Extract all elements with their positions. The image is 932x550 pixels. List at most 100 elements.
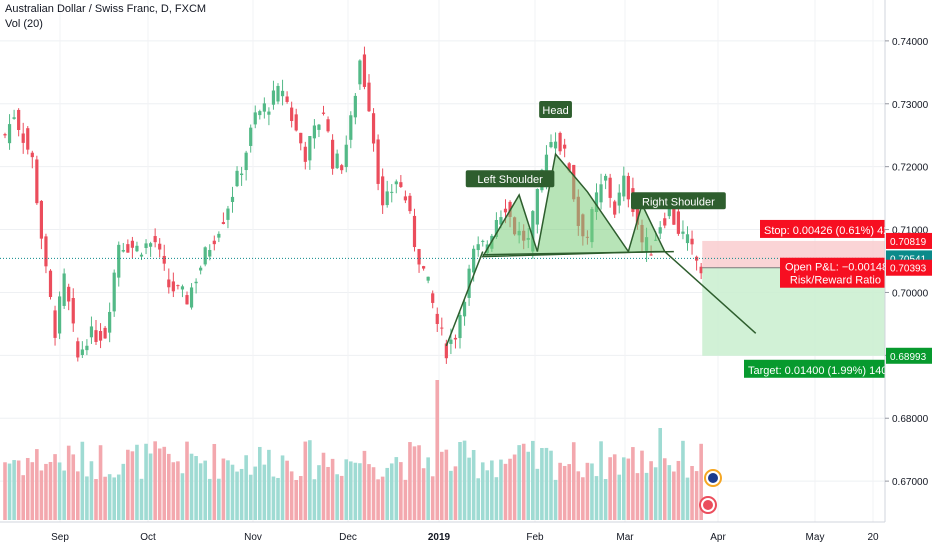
time-tick-label: Dec	[339, 532, 357, 543]
candle-body	[290, 107, 294, 122]
price-axis[interactable]: 0.670000.680000.690000.700000.710000.720…	[884, 0, 932, 522]
volume-bar	[16, 460, 21, 520]
candle-body	[549, 142, 553, 148]
volume-bar	[581, 477, 585, 520]
head-shoulders-pattern[interactable]: Left Shoulder Head Right Shoulder	[445, 101, 757, 347]
candle-body	[153, 236, 157, 243]
volume-bar	[349, 461, 353, 520]
candle-body	[449, 339, 453, 344]
volume-bar	[21, 475, 25, 520]
candle-body	[3, 134, 7, 136]
target-label: Target: 0.01400 (1.99%) 140.0	[748, 365, 897, 377]
candle-body	[267, 111, 271, 115]
candle-body	[408, 195, 412, 212]
volume-bar	[444, 449, 449, 520]
candle-body	[144, 243, 148, 248]
pnl-label: Open P&L: −0.00148, (	[785, 262, 898, 274]
candle-body	[531, 211, 535, 252]
flag-ch-icon-inner	[703, 500, 713, 510]
volume-bar	[344, 459, 349, 520]
volume-bar	[244, 455, 248, 520]
volume-bar	[335, 474, 339, 520]
volume-bar	[635, 473, 640, 520]
price-tag-label: 0.70393	[890, 264, 927, 275]
volume-bar	[53, 454, 57, 520]
candle-body	[335, 153, 339, 169]
candle-body	[276, 85, 280, 102]
volume-bar	[453, 466, 458, 520]
volume-bar	[658, 428, 662, 520]
candle-body	[240, 173, 244, 176]
candle-body	[303, 146, 307, 162]
candle-body	[371, 113, 376, 144]
volume-indicator-label: Vol (20)	[5, 18, 43, 30]
volume-bar	[171, 462, 176, 520]
candle-body	[376, 139, 380, 184]
candle-body	[558, 132, 562, 152]
flag-au-icon-inner	[708, 473, 718, 483]
candle-body	[444, 343, 448, 359]
volume-bar	[194, 456, 198, 520]
event-badges[interactable]	[699, 469, 722, 514]
volume-bar	[148, 453, 153, 520]
time-tick-label: Mar	[616, 532, 634, 543]
volume-bar	[121, 463, 126, 520]
volume-bar	[321, 452, 326, 520]
candle-body	[308, 136, 312, 161]
volume-bar	[235, 471, 239, 520]
volume-bar	[631, 447, 635, 520]
candle-body	[417, 249, 421, 265]
candle-body	[53, 310, 57, 338]
candlesticks	[3, 46, 703, 364]
price-tick-label: 0.70000	[892, 288, 929, 299]
candle-body	[358, 60, 362, 85]
volume-bar	[139, 478, 144, 520]
right-shoulder-label: Right Shoulder	[642, 196, 715, 208]
head-label: Head	[542, 105, 568, 117]
volume-bar	[162, 446, 167, 520]
volume-bar	[608, 457, 612, 520]
candle-body	[121, 250, 125, 252]
volume-bar	[508, 458, 512, 520]
candle-body	[176, 285, 180, 287]
volume-bar	[612, 454, 617, 520]
volume-bar	[3, 462, 7, 520]
volume-bar	[330, 458, 335, 520]
volume-bar	[89, 461, 94, 520]
candle-body	[385, 191, 389, 206]
volume-bar	[94, 479, 98, 520]
volume-bar	[248, 474, 253, 520]
candle-body	[403, 196, 407, 201]
volume-bar	[308, 440, 312, 520]
volume-bar	[622, 457, 626, 520]
volume-bar	[217, 478, 221, 520]
volume-bar	[544, 447, 549, 520]
price-tag-bg	[886, 347, 932, 364]
volume-bar	[298, 476, 303, 520]
time-axis[interactable]: Sep Oct Nov Dec 2019 Feb Mar Apr May 20	[0, 521, 932, 550]
neckline	[482, 250, 674, 256]
candle-body	[108, 311, 112, 333]
candle-body	[253, 112, 257, 125]
candle-body	[135, 245, 139, 252]
volume-bar	[567, 464, 571, 520]
volume-bar	[426, 457, 430, 520]
volume-bar	[253, 466, 258, 520]
volume-bar	[512, 454, 517, 520]
candle-body	[112, 272, 116, 312]
candle-body	[426, 276, 430, 281]
candle-body	[422, 266, 426, 269]
candle-body	[394, 181, 398, 185]
projection-line	[664, 251, 757, 334]
volume-bar	[394, 457, 399, 520]
time-tick-label: Oct	[140, 532, 156, 543]
position-tool[interactable]: Stop: 0.00426 (0.61%) 42.6 Open P&L: −0.0…	[0, 219, 899, 378]
target-label-bg	[744, 359, 885, 378]
candle-body	[626, 175, 630, 200]
volume-bar	[185, 441, 189, 520]
volume-bar	[267, 449, 271, 520]
volume-bar	[576, 471, 581, 520]
volume-bar	[226, 460, 230, 520]
candle-body	[599, 184, 603, 203]
